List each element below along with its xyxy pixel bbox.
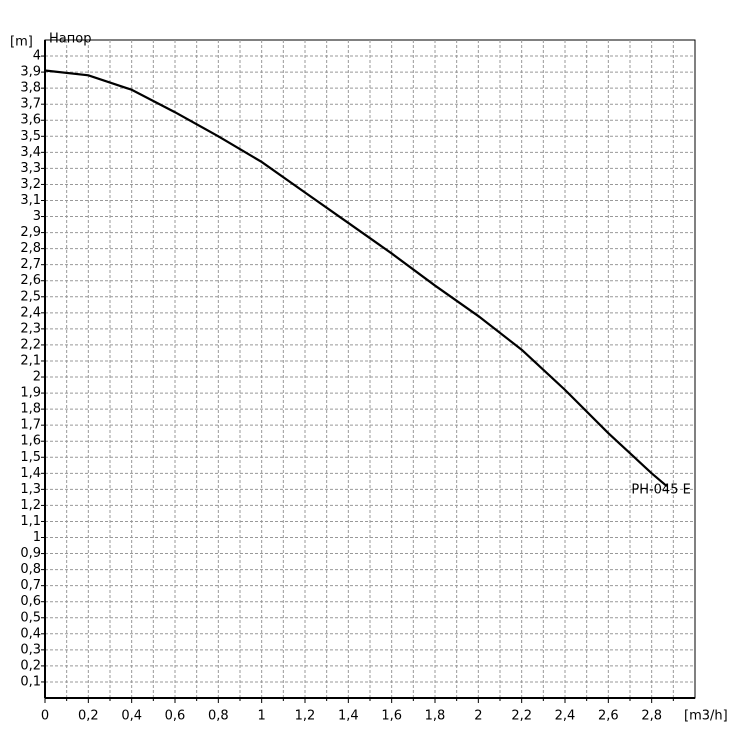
y-tick-label: 1,3 (20, 482, 41, 497)
y-tick-label: 2,2 (20, 337, 41, 352)
y-tick-label: 3,1 (20, 193, 41, 208)
y-tick-label: 4 (33, 49, 41, 64)
x-tick-label: 1 (258, 709, 266, 724)
x-tick-label: 2 (474, 709, 482, 724)
y-tick-label: 3,3 (20, 161, 41, 176)
line (44, 69, 668, 487)
y-tick-label: 0,1 (20, 674, 41, 689)
x-tick-label: 0 (41, 709, 49, 724)
y-tick-label: 1,6 (20, 434, 41, 449)
y-tick-label: 2,9 (20, 225, 41, 240)
y-axis-label: [m] (10, 35, 33, 50)
y-tick-label: 2,3 (20, 321, 41, 336)
x-tick-label: 1,4 (338, 709, 359, 724)
y-tick-label: 1 (33, 530, 41, 545)
y-tick-label: 1,7 (20, 418, 41, 433)
y-tick-label: 1,5 (20, 450, 41, 465)
y-tick-label: 2 (33, 370, 41, 385)
y-tick-label: 1,8 (20, 402, 41, 417)
y-tick-label: 0,6 (20, 594, 41, 609)
chart-title: Напор (49, 32, 91, 47)
y-tick-label: 1,1 (20, 514, 41, 529)
y-tick-label: 0,4 (20, 626, 41, 641)
y-tick-label: 3,6 (20, 113, 41, 128)
x-tick-label: 0,4 (121, 709, 142, 724)
x-tick-label: 1,6 (381, 709, 402, 724)
y-tick-label: 2,4 (20, 305, 41, 320)
series-label: PH-045 E (631, 483, 690, 498)
x-tick-label: 0,8 (208, 709, 229, 724)
y-tick-label: 3,5 (20, 129, 41, 144)
y-tick-label: 3,9 (20, 65, 41, 80)
y-tick-label: 0,2 (20, 658, 41, 673)
y-tick-label: 1,4 (20, 466, 41, 481)
x-tick-label: 2,4 (555, 709, 576, 724)
y-tick-label: 0,3 (20, 642, 41, 657)
y-tick-label: 3,7 (20, 97, 41, 112)
y-tick-label: 0,9 (20, 546, 41, 561)
y-tick-label: 0,8 (20, 562, 41, 577)
x-axis-label: [m3/h] (684, 709, 728, 724)
x-tick-label: 1,2 (295, 709, 316, 724)
y-tick-label: 1,9 (20, 386, 41, 401)
y-tick-label: 3,8 (20, 81, 41, 96)
y-tick-label: 3 (33, 209, 41, 224)
x-tick-label: 2,6 (598, 709, 619, 724)
y-tick-label: 1,2 (20, 498, 41, 513)
y-tick-label: 0,7 (20, 578, 41, 593)
x-tick-label: 2,8 (641, 709, 662, 724)
x-tick-label: 2,2 (511, 709, 532, 724)
x-tick-label: 0,6 (165, 709, 186, 724)
y-tick-label: 2,6 (20, 273, 41, 288)
y-tick-label: 0,5 (20, 610, 41, 625)
y-tick-label: 2,8 (20, 241, 41, 256)
y-tick-label: 3,4 (20, 145, 41, 160)
y-tick-label: 2,1 (20, 353, 41, 368)
y-tick-label: 2,7 (20, 257, 41, 272)
y-tick-label: 3,2 (20, 177, 41, 192)
x-tick-label: 0,2 (78, 709, 99, 724)
x-tick-label: 1,8 (425, 709, 446, 724)
y-tick-label: 2,5 (20, 289, 41, 304)
